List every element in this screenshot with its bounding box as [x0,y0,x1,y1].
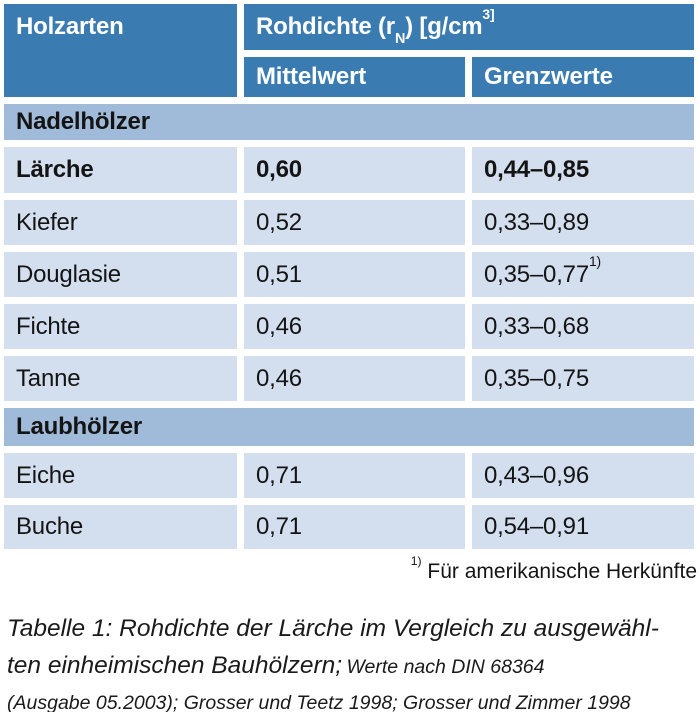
table-row-laerche-grenzwerte: 0,44–0,85 [472,147,694,193]
caption-line2: ten einheimischen Bauhölzern; [7,652,343,679]
wood-density-table: Holzarten Rohdichte (rN) [g/cm3] Mittelw… [4,4,694,549]
table-row-douglasie-name: Douglasie [4,252,237,297]
header-cell-grenzwerte: Grenzwerte [472,57,694,97]
table-row-fichte-mittelwert: 0,46 [244,304,465,349]
header-label-mittelwert: Mittelwert [256,63,367,90]
section-header-laubhoelzer: Laubhölzer [4,408,694,446]
footnote-text: Für amerikanische Herkünfte [427,560,697,583]
table-row-kiefer-grenzwerte: 0,33–0,89 [472,200,694,245]
table-row-eiche-mittelwert: 0,71 [244,453,465,498]
table-caption: Tabelle 1: Rohdichte der Lärche im Vergl… [7,612,697,712]
superscript-3: 3] [482,5,495,22]
table-row-kiefer-name: Kiefer [4,200,237,245]
table-row-tanne-mittelwert: 0,46 [244,356,465,401]
header-cell-holzarten: Holzarten [4,4,237,97]
table-row-eiche-name: Eiche [4,453,237,498]
table-row-eiche-grenzwerte: 0,43–0,96 [472,453,694,498]
caption-line3: (Ausgabe 05.2003); Grosser und Teetz 199… [7,692,631,712]
table-row-kiefer-mittelwert: 0,52 [244,200,465,245]
table-row-douglasie-mittelwert: 0,51 [244,252,465,297]
section-label: Nadelhölzer [16,108,150,135]
footnote-marker-definition: 1) [410,553,422,568]
table-row-douglasie-grenzwerte: 0,35–0,771) [472,252,694,297]
header-label-holzarten: Holzarten [16,13,124,40]
table-row-fichte-grenzwerte: 0,33–0,68 [472,304,694,349]
caption-line1: Tabelle 1: Rohdichte der Lärche im Vergl… [7,615,659,642]
table-row-buche-name: Buche [4,505,237,549]
caption-source-inline: Werte nach DIN 68364 [346,656,545,678]
table-row-laerche-mittelwert: 0,60 [244,147,465,193]
table-footnote: 1) Für amerikanische Herkünfte [411,554,697,584]
table-row-laerche-name: Lärche [4,147,237,193]
table-row-tanne-name: Tanne [4,356,237,401]
header-cell-rohdichte: Rohdichte (rN) [g/cm3] [244,4,694,50]
section-header-nadelhoelzer: Nadelhölzer [4,104,694,140]
table-row-buche-grenzwerte: 0,54–0,91 [472,505,694,549]
footnote-marker-1: 1) [588,253,601,270]
subscript-n: N [394,31,406,48]
table-row-buche-mittelwert: 0,71 [244,505,465,549]
section-label: Laubhölzer [16,413,143,440]
header-cell-mittelwert: Mittelwert [244,57,465,97]
table-row-fichte-name: Fichte [4,304,237,349]
table-row-tanne-grenzwerte: 0,35–0,75 [472,356,694,401]
header-label-grenzwerte: Grenzwerte [484,63,613,90]
header-label-rohdichte: Rohdichte (rN) [g/cm3] [256,5,495,48]
